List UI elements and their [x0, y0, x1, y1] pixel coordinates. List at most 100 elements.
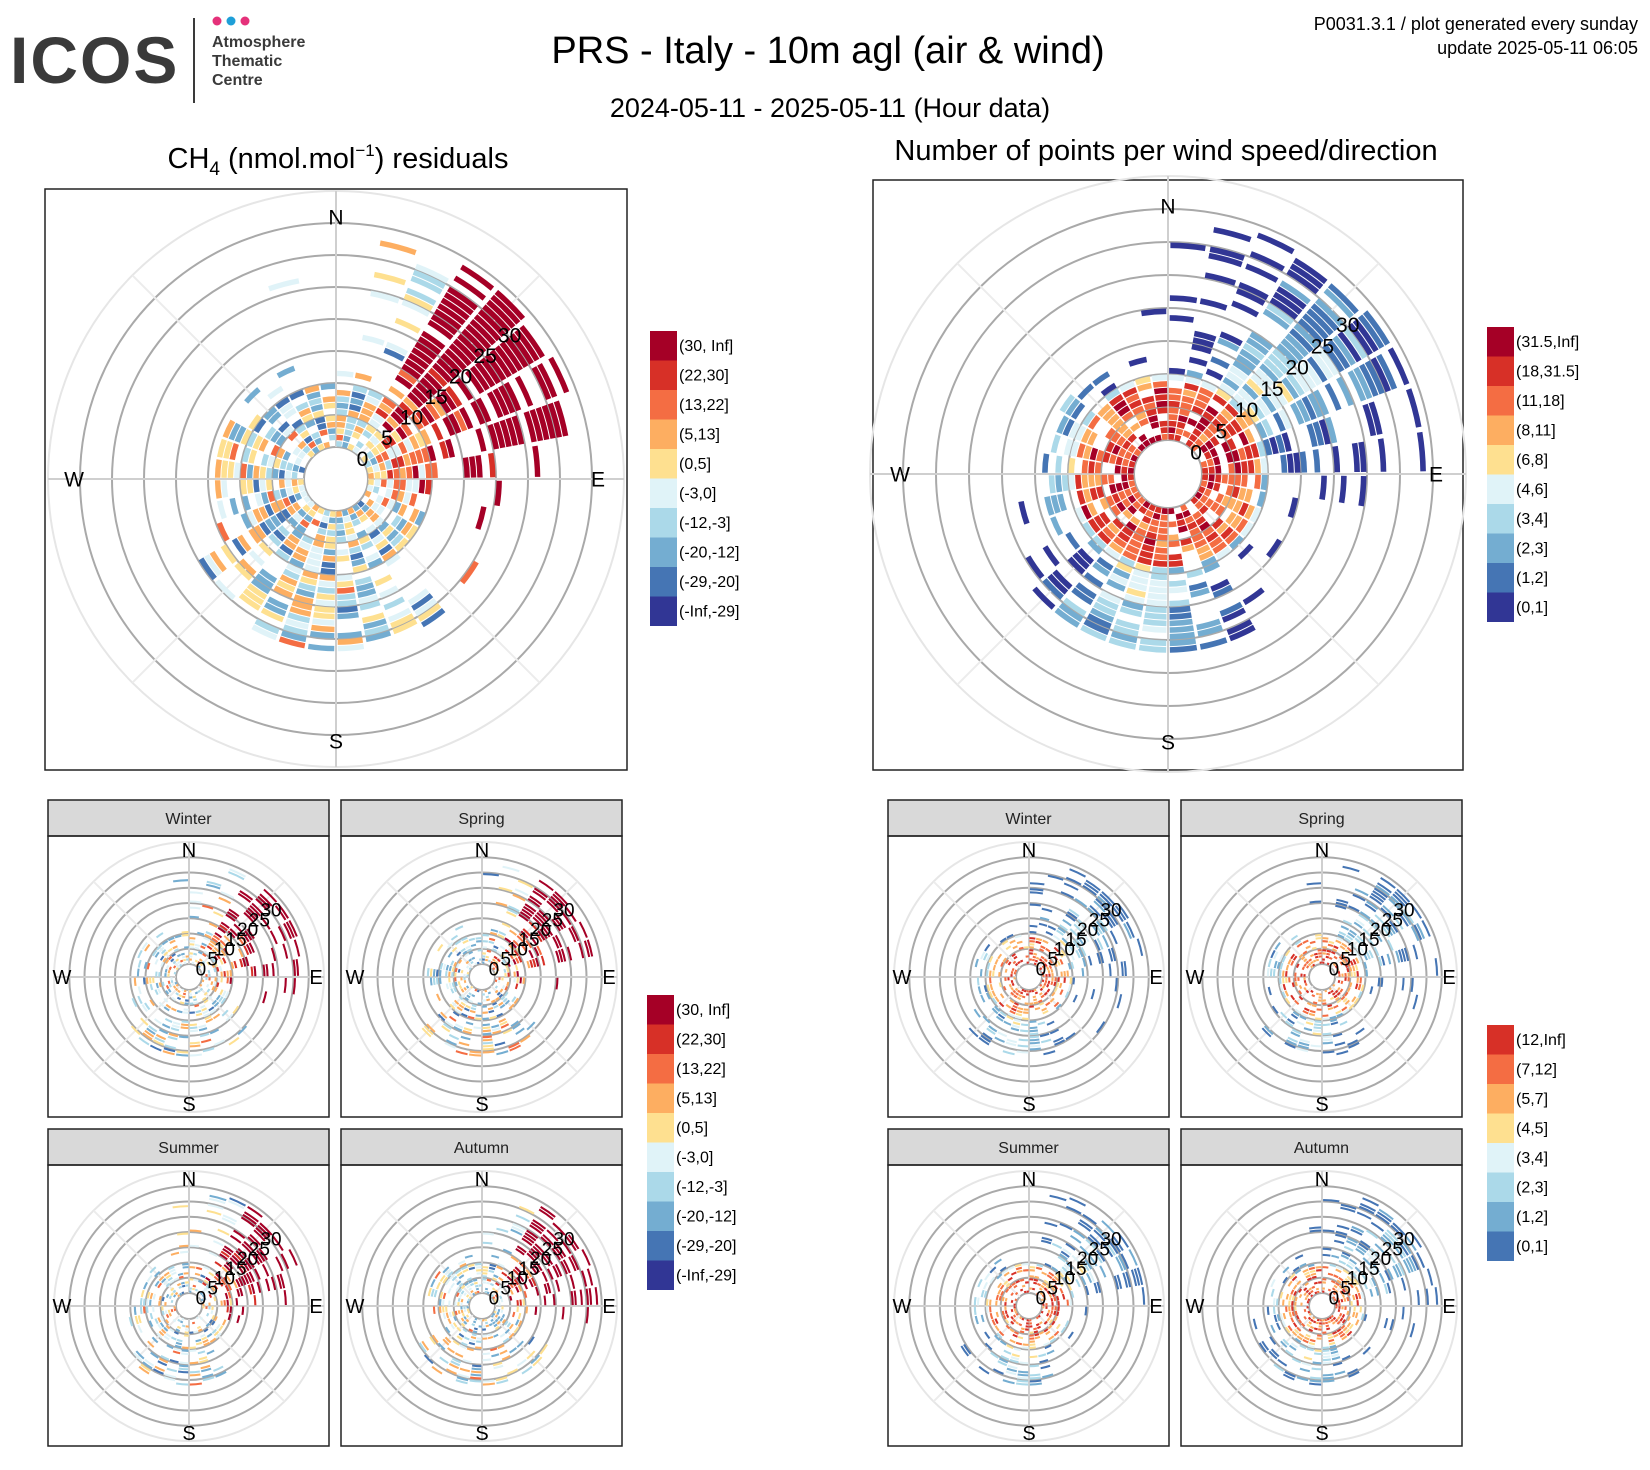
data-cell [418, 479, 426, 494]
data-cell [1327, 1333, 1333, 1337]
data-cell [456, 1335, 463, 1341]
data-cell [365, 551, 380, 563]
data-cell [170, 1027, 180, 1032]
data-cell [1301, 1361, 1312, 1367]
data-cell [448, 965, 452, 972]
data-cell [1362, 1346, 1371, 1355]
data-cell [1319, 1319, 1322, 1322]
data-cell [1267, 958, 1272, 968]
data-cell [1017, 1007, 1024, 1011]
data-cell [1326, 1327, 1331, 1331]
data-cell [1337, 970, 1341, 974]
data-cell [268, 278, 300, 292]
data-cell [1340, 1298, 1344, 1303]
data-cell [501, 1319, 506, 1324]
data-cell [1245, 263, 1279, 283]
data-cell [1362, 1197, 1379, 1207]
data-cell [253, 1295, 257, 1306]
legend-label: (30, Inf] [676, 1002, 730, 1019]
data-cell [1353, 971, 1356, 977]
data-cell [532, 1356, 543, 1367]
data-cell [252, 435, 264, 450]
data-cell [1356, 1276, 1362, 1284]
data-cell [1290, 1031, 1301, 1038]
legend-label: (5,13] [676, 1091, 717, 1108]
data-cell [495, 1325, 500, 1330]
data-cell [460, 1341, 468, 1347]
data-cell [456, 1326, 462, 1332]
cnt-season-facet-frame [887, 835, 1170, 1118]
data-cell [1029, 1331, 1034, 1334]
data-cell [978, 1365, 990, 1375]
data-cell [465, 945, 471, 950]
data-cell [1087, 907, 1099, 919]
data-cell [1341, 1355, 1351, 1361]
data-cell [488, 1009, 495, 1014]
data-cell [509, 1289, 514, 1295]
data-cell [229, 1306, 232, 1313]
data-cell [489, 937, 496, 942]
data-cell [1039, 1331, 1045, 1335]
logo-dot-pink [212, 16, 222, 26]
data-cell [526, 960, 531, 969]
data-cell [469, 456, 477, 478]
data-cell [1112, 907, 1124, 922]
compass-n: N [1022, 1169, 1036, 1191]
compass-s: S [329, 730, 343, 753]
data-cell [267, 596, 289, 611]
r-tick-label: 10 [214, 940, 235, 961]
data-cell [157, 988, 162, 994]
data-cell [164, 1044, 176, 1050]
data-cell [1269, 436, 1279, 455]
data-cell [989, 1276, 995, 1284]
data-cell [300, 576, 318, 586]
data-cell [444, 1336, 452, 1344]
data-cell [450, 988, 455, 994]
data-cell [440, 1011, 448, 1019]
data-cell [1039, 992, 1043, 996]
data-cell [508, 953, 514, 960]
data-cell [1240, 410, 1254, 427]
data-cell [460, 936, 468, 942]
data-cell [1313, 389, 1330, 416]
data-cell [994, 996, 1000, 1003]
data-cell [1322, 1290, 1325, 1293]
data-cell [1298, 1288, 1303, 1293]
data-cell [1029, 949, 1034, 952]
data-cell [463, 1320, 468, 1325]
data-cell [176, 1053, 189, 1057]
data-cell [458, 1288, 463, 1293]
data-cell [444, 348, 467, 371]
legend-label: (4,6] [1516, 482, 1548, 499]
data-cell [460, 1302, 463, 1306]
data-cell [1110, 1238, 1122, 1253]
data-cell [227, 1291, 232, 1299]
data-cell [308, 397, 322, 407]
data-cell [1064, 1320, 1070, 1328]
data-cell [476, 1272, 482, 1275]
data-cell [417, 336, 442, 355]
data-cell [380, 479, 387, 488]
data-cell [1056, 982, 1060, 988]
data-cell [222, 1319, 227, 1326]
data-cell [223, 1276, 229, 1284]
data-cell [451, 966, 455, 972]
data-cell [1003, 1349, 1012, 1355]
r-tick-label: 20 [1285, 357, 1308, 380]
data-cell [321, 515, 329, 523]
data-cell [1266, 389, 1282, 410]
data-cell [464, 1282, 469, 1287]
data-cell [327, 428, 336, 435]
data-cell [1023, 1290, 1027, 1294]
data-cell [1124, 593, 1145, 605]
data-cell [189, 1287, 192, 1290]
compass-n: N [1160, 195, 1175, 218]
data-cell [1017, 961, 1021, 965]
data-cell [439, 1306, 442, 1313]
data-cell [1023, 1269, 1029, 1272]
data-cell [1029, 1379, 1042, 1383]
data-cell [494, 985, 498, 989]
data-cell [455, 377, 474, 401]
data-cell [1048, 475, 1056, 494]
